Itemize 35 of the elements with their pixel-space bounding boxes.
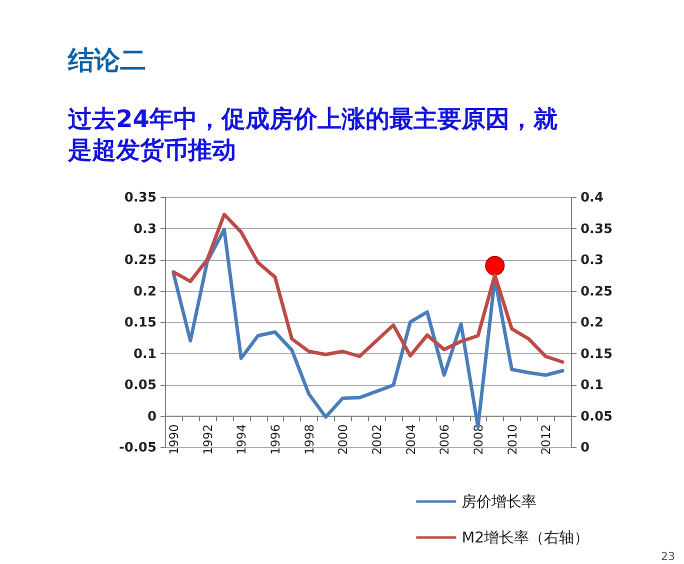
y-tick-label: 0: [147, 409, 156, 424]
y2-tick-label: 0.4: [580, 190, 604, 206]
x-tick-label: 2010: [505, 424, 520, 455]
y-tick-label: 0.35: [124, 190, 156, 206]
y2-tick-label: 0.3: [580, 253, 604, 268]
chart-title: 结论二: [67, 46, 146, 76]
y2-tick-label: 0.35: [580, 222, 613, 237]
x-tick-label: 2000: [336, 424, 350, 455]
x-tick-label: 1990: [166, 424, 181, 455]
legend-label: 房价增长率: [462, 492, 537, 510]
x-tick-label: 1994: [234, 424, 249, 455]
x-tick-label: 1998: [302, 424, 316, 455]
y-tick-label: 0.3: [133, 222, 156, 237]
x-tick-label: 2012: [539, 424, 554, 455]
y2-tick-label: 0.25: [580, 284, 613, 300]
x-tick-label: 1996: [268, 424, 282, 455]
x-tick-label: 2002: [370, 424, 384, 455]
y-tick-label: 0.05: [124, 378, 156, 393]
text: 23: [661, 550, 675, 563]
chart-subtitle: 过去24年中，促成房价上涨的最主要原因，就是超发货币推动: [67, 105, 558, 164]
y2-tick-label: 0.1: [580, 378, 604, 393]
y2-tick-label: 0.2: [580, 316, 604, 330]
y-tick-label: 0.1: [133, 346, 156, 362]
y2-tick-label: 0.05: [580, 409, 613, 424]
y-tick-label: -0.05: [119, 440, 156, 456]
y-tick-label: 0.15: [124, 316, 156, 330]
y-tick-label: 0.2: [133, 284, 156, 300]
y-tick-label: 0.25: [124, 253, 156, 268]
x-tick-label: 2004: [404, 424, 418, 455]
y2-tick-label: 0: [580, 440, 590, 456]
line-series: [172, 212, 564, 364]
legend-label: M2增长率（右轴）: [462, 528, 590, 546]
y2-tick-label: 0.15: [580, 346, 613, 362]
x-tick-label: 2006: [438, 424, 452, 455]
x-tick-label: 1992: [200, 424, 215, 455]
